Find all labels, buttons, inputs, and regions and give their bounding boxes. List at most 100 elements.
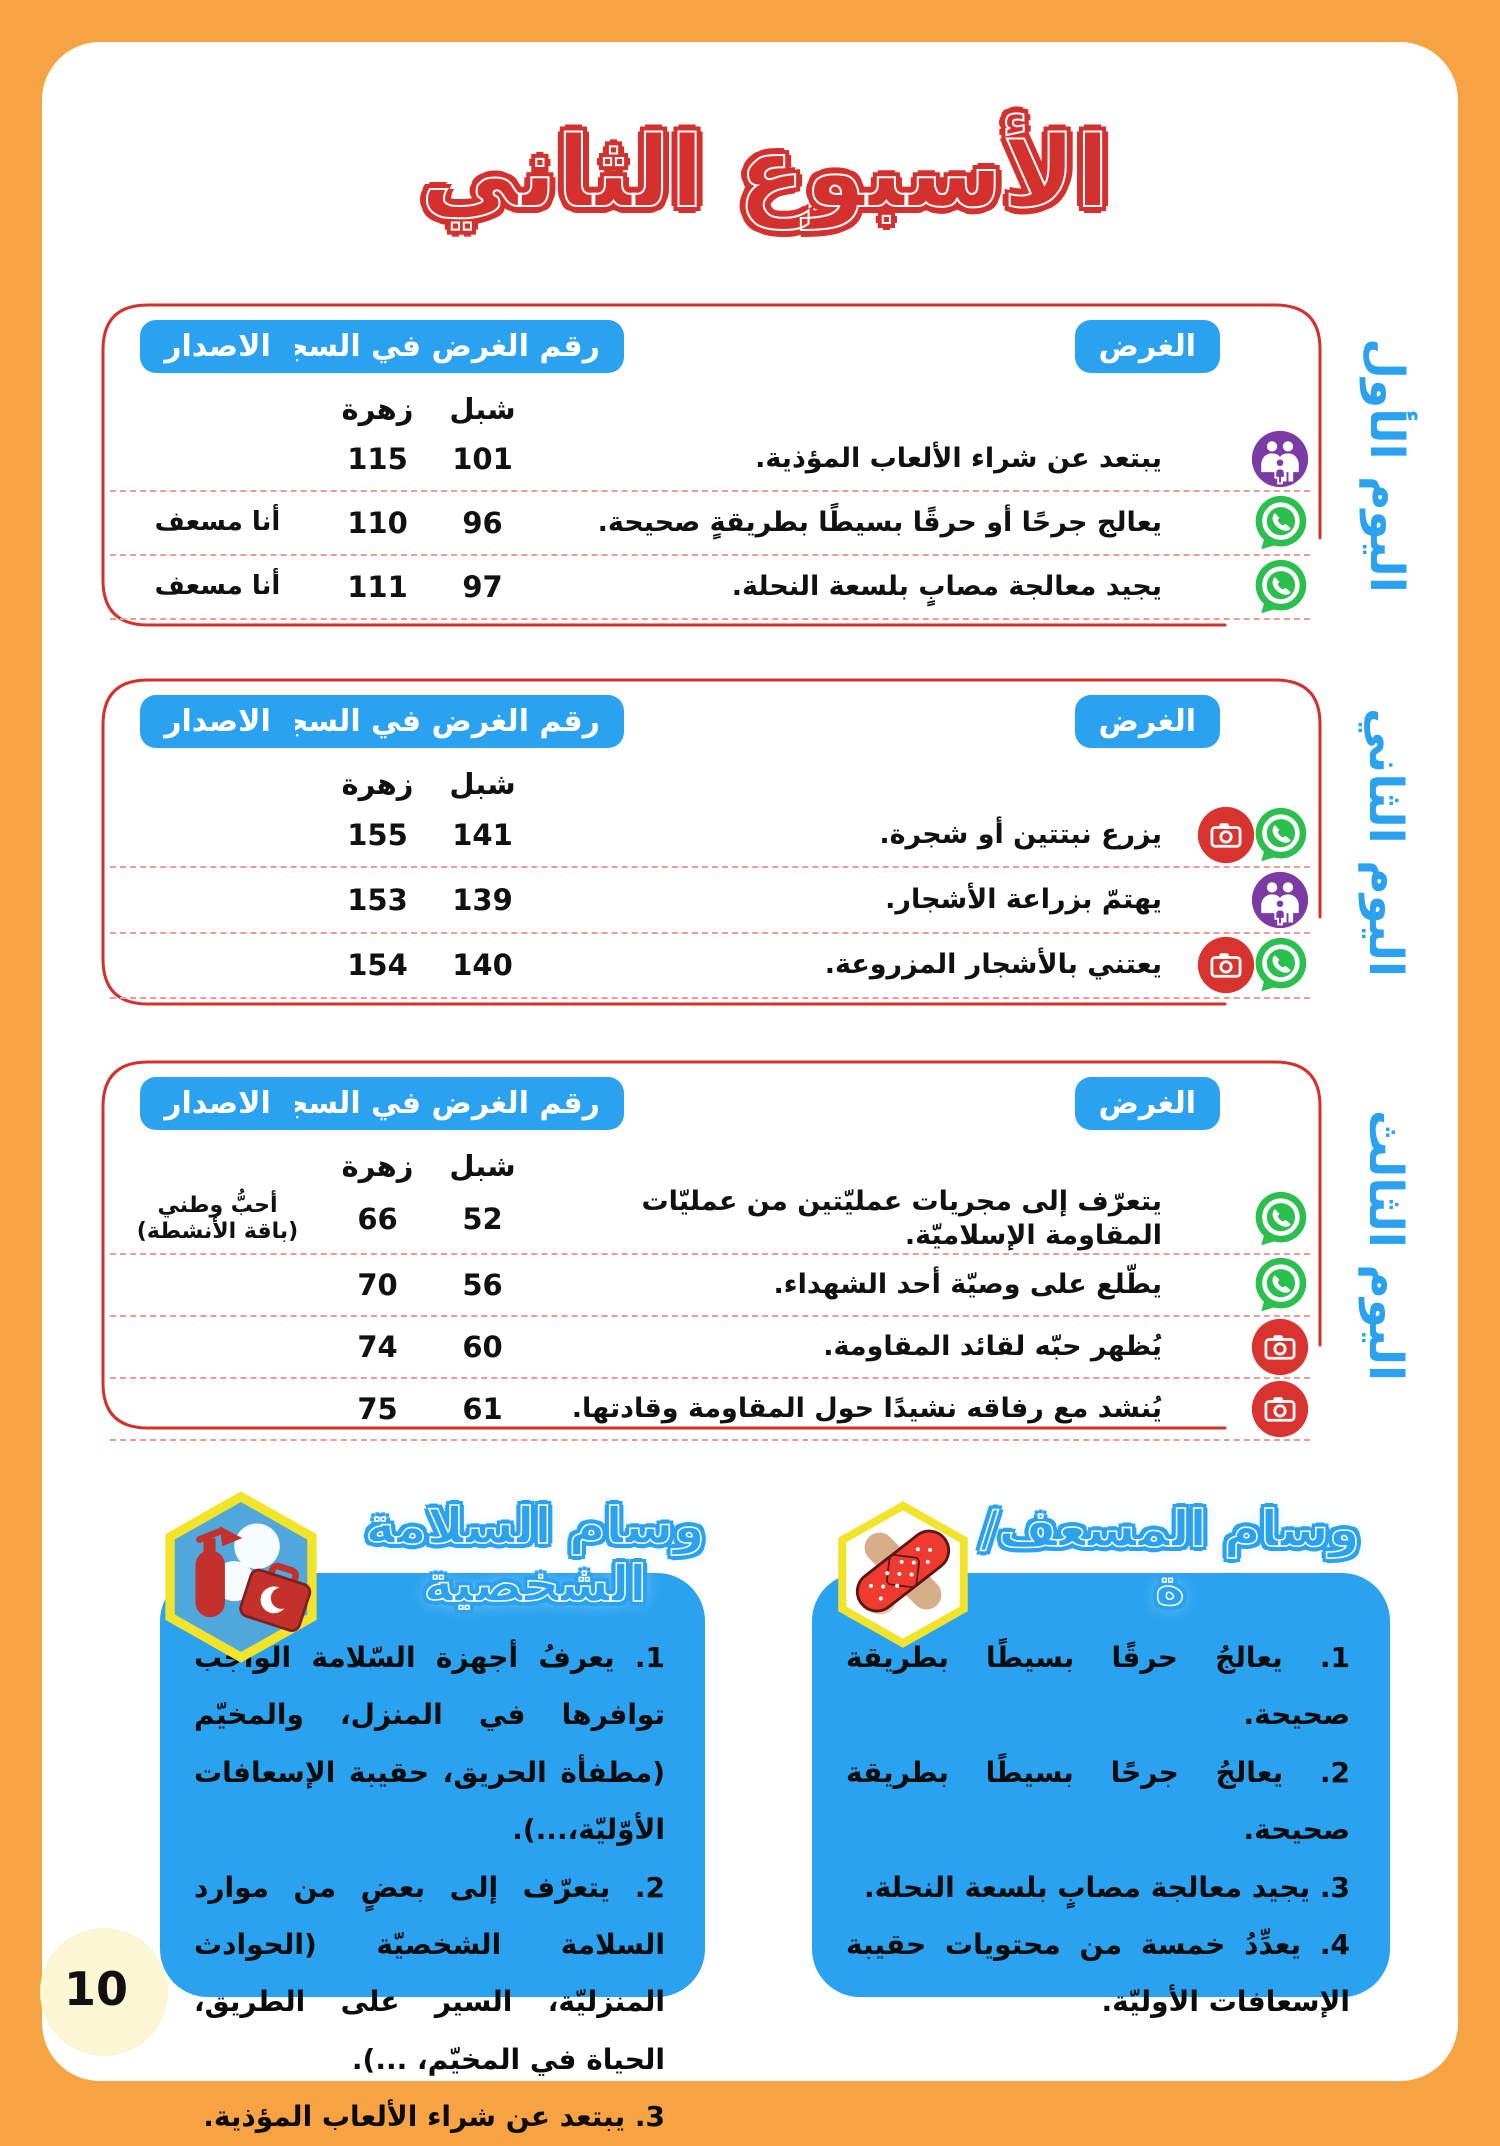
cub-column-header: شبل — [449, 392, 516, 426]
first-aider-badge-box: 1. يعالجُ حرقًا بسيطًا بطريقة صحيحة. 2. … — [812, 1573, 1390, 2018]
issue-header: الاصدار — [140, 320, 295, 373]
cub-number: 141 — [452, 817, 513, 852]
flower-number: 70 — [357, 1267, 398, 1302]
whatsapp-icon — [1255, 807, 1307, 861]
day-3-section: اليوم الثالث الغرض رقم الغرض في السجل ال… — [100, 1059, 1414, 1441]
badge-item: 2. يعالجُ جرحًا بسيطًا بطريقة صحيحة. — [846, 1755, 1350, 1847]
purpose-text: يعالج جرحًا أو حرقًا بسيطًا بطريقةٍ صحيح… — [597, 507, 1162, 539]
record-number-header: رقم الغرض في السجل — [236, 320, 624, 373]
purpose-text: يُنشد مع رفاقه نشيدًا حول المقاومة وقادت… — [571, 1392, 1162, 1424]
table-row: يُنشد مع رفاقه نشيدًا حول المقاومة وقادت… — [110, 1379, 1310, 1441]
flower-number: 115 — [347, 442, 408, 476]
table-header-row: الغرض رقم الغرض في السجل الاصدار — [110, 695, 1310, 748]
fire-extinguisher-icon — [195, 1526, 243, 1618]
cub-number: 56 — [462, 1267, 503, 1302]
flower-column-header: زهرة — [341, 392, 414, 426]
table-row: يبتعد عن شراء الألعاب المؤذية. 101 115 — [110, 428, 1310, 492]
badge-item: 2. يتعرّف إلى بعضٍ من موارد السلامة الشخ… — [194, 1870, 665, 2076]
page-title: الأسبوع الثاني — [420, 115, 1111, 231]
camera-icon — [1197, 806, 1255, 863]
issue-value: أنا مسعف — [154, 507, 281, 538]
table-row: يتعرّف إلى مجريات عمليّتين من عمليّات ال… — [110, 1185, 1310, 1255]
table-subheader-row: شبل زهرة — [110, 392, 1310, 426]
purpose-text: يزرع نبتتين أو شجرة. — [879, 818, 1162, 850]
badge-item: 1. يعرفُ أجهزة السّلامة الواجب توافرها ف… — [194, 1641, 665, 1847]
day-2-label: اليوم الثاني — [1358, 707, 1414, 977]
bandage-icon — [855, 1529, 951, 1615]
whatsapp-icon — [1255, 559, 1307, 614]
purpose-text: يعتني بالأشجار المزروعة. — [824, 949, 1162, 981]
purpose-header: الغرض — [1074, 1077, 1220, 1130]
flower-number: 74 — [357, 1329, 398, 1364]
flower-number: 154 — [347, 948, 408, 983]
cub-number: 61 — [462, 1391, 503, 1426]
issue-header: الاصدار — [140, 1077, 295, 1130]
table-row: يزرع نبتتين أو شجرة. 141 155 — [110, 803, 1310, 869]
table-row: يعالج جرحًا أو حرقًا بسيطًا بطريقةٍ صحيح… — [110, 492, 1310, 556]
flower-number: 75 — [357, 1391, 398, 1426]
cub-column-header: شبل — [449, 1149, 516, 1183]
flower-column-header: زهرة — [341, 1149, 414, 1183]
day-2-section: اليوم الثاني الغرض رقم الغرض في السجل ال… — [100, 677, 1413, 1007]
cub-number: 140 — [452, 948, 513, 983]
whatsapp-icon — [1255, 1191, 1307, 1245]
cub-number: 60 — [462, 1329, 503, 1364]
badge-item: 1. يعالجُ حرقًا بسيطًا بطريقة صحيحة. — [846, 1641, 1350, 1732]
day-1-section: اليوم الأول الغرض رقم الغرض في السجل الا… — [100, 302, 1414, 628]
cub-number: 96 — [462, 506, 503, 540]
flower-number: 110 — [347, 506, 408, 540]
flower-number: 111 — [347, 570, 408, 604]
family-icon — [1251, 871, 1309, 929]
camera-icon — [1251, 1380, 1309, 1437]
cub-number: 97 — [462, 570, 503, 604]
day-3-label: اليوم الثالث — [1358, 1109, 1414, 1381]
day-1-label: اليوم الأول — [1358, 337, 1414, 593]
table-row: يهتمّ بزراعة الأشجار. 139 153 — [110, 868, 1310, 934]
personal-safety-badge-title: وسام السلامة الشخصية — [365, 1496, 706, 1614]
purpose-text: يبتعد عن شراء الألعاب المؤذية. — [755, 443, 1162, 475]
flower-number: 66 — [357, 1201, 398, 1236]
badge-item: 3. يبتعد عن شراء الألعاب المؤذية. — [203, 2100, 665, 2134]
cub-number: 139 — [452, 882, 513, 917]
record-number-header: رقم الغرض في السجل — [236, 1077, 624, 1130]
whatsapp-icon — [1255, 938, 1307, 992]
section-border — [101, 678, 1322, 1006]
camera-icon — [1251, 1318, 1309, 1375]
table-row: يعتني بالأشجار المزروعة. 140 154 — [110, 934, 1310, 999]
family-icon — [1251, 430, 1309, 488]
record-number-header: رقم الغرض في السجل — [236, 695, 624, 748]
table-row: يطّلع على وصيّة أحد الشهداء. 56 70 — [110, 1255, 1310, 1317]
badge-item: 4. يعدِّدُ خمسة من محتويات حقيبة الإسعاف… — [846, 1927, 1350, 2019]
table-subheader-row: شبل زهرة — [110, 1149, 1310, 1183]
page-number-circle — [40, 1928, 168, 2056]
first-aider-badge-title: وسام المسعف/ة — [980, 1499, 1361, 1617]
purpose-text: يتعرّف إلى مجريات عمليّتين من عمليّات ال… — [641, 1186, 1162, 1251]
badge-item: 3. يجيد معالجة مصابٍ بلسعة النحلة. — [863, 1870, 1350, 1904]
cub-column-header: شبل — [449, 767, 516, 801]
first-aid-case-icon — [239, 1562, 312, 1632]
purpose-header: الغرض — [1074, 695, 1220, 748]
purpose-header: الغرض — [1074, 320, 1220, 373]
purpose-text: يُظهر حبّه لقائد المقاومة. — [823, 1330, 1162, 1362]
cub-number: 52 — [462, 1201, 503, 1236]
flower-column-header: زهرة — [341, 767, 414, 801]
purpose-text: يطّلع على وصيّة أحد الشهداء. — [773, 1268, 1162, 1300]
section-border — [101, 1060, 1322, 1430]
whatsapp-icon — [1255, 495, 1307, 550]
table-header-row: الغرض رقم الغرض في السجل الاصدار — [110, 1077, 1310, 1130]
issue-value: أحبُّ وطني (باقة الأنشطة) — [136, 1193, 299, 1244]
purpose-text: يهتمّ بزراعة الأشجار. — [885, 884, 1162, 916]
purpose-text: يجيد معالجة مصابٍ بلسعة النحلة. — [731, 571, 1162, 603]
cub-number: 101 — [452, 442, 513, 476]
table-row: يجيد معالجة مصابٍ بلسعة النحلة. 97 111 أ… — [110, 556, 1310, 620]
whatsapp-icon — [1255, 1257, 1307, 1311]
camera-icon — [1197, 937, 1255, 994]
first-aid-badge-icon — [838, 1501, 968, 1648]
issue-header: الاصدار — [140, 695, 295, 748]
issue-value: أنا مسعف — [154, 571, 281, 602]
flower-number: 153 — [347, 882, 408, 917]
safety-badge-icon — [165, 1491, 317, 1663]
page-number: 10 — [64, 1962, 129, 2016]
table-header-row: الغرض رقم الغرض في السجل الاصدار — [110, 320, 1310, 373]
